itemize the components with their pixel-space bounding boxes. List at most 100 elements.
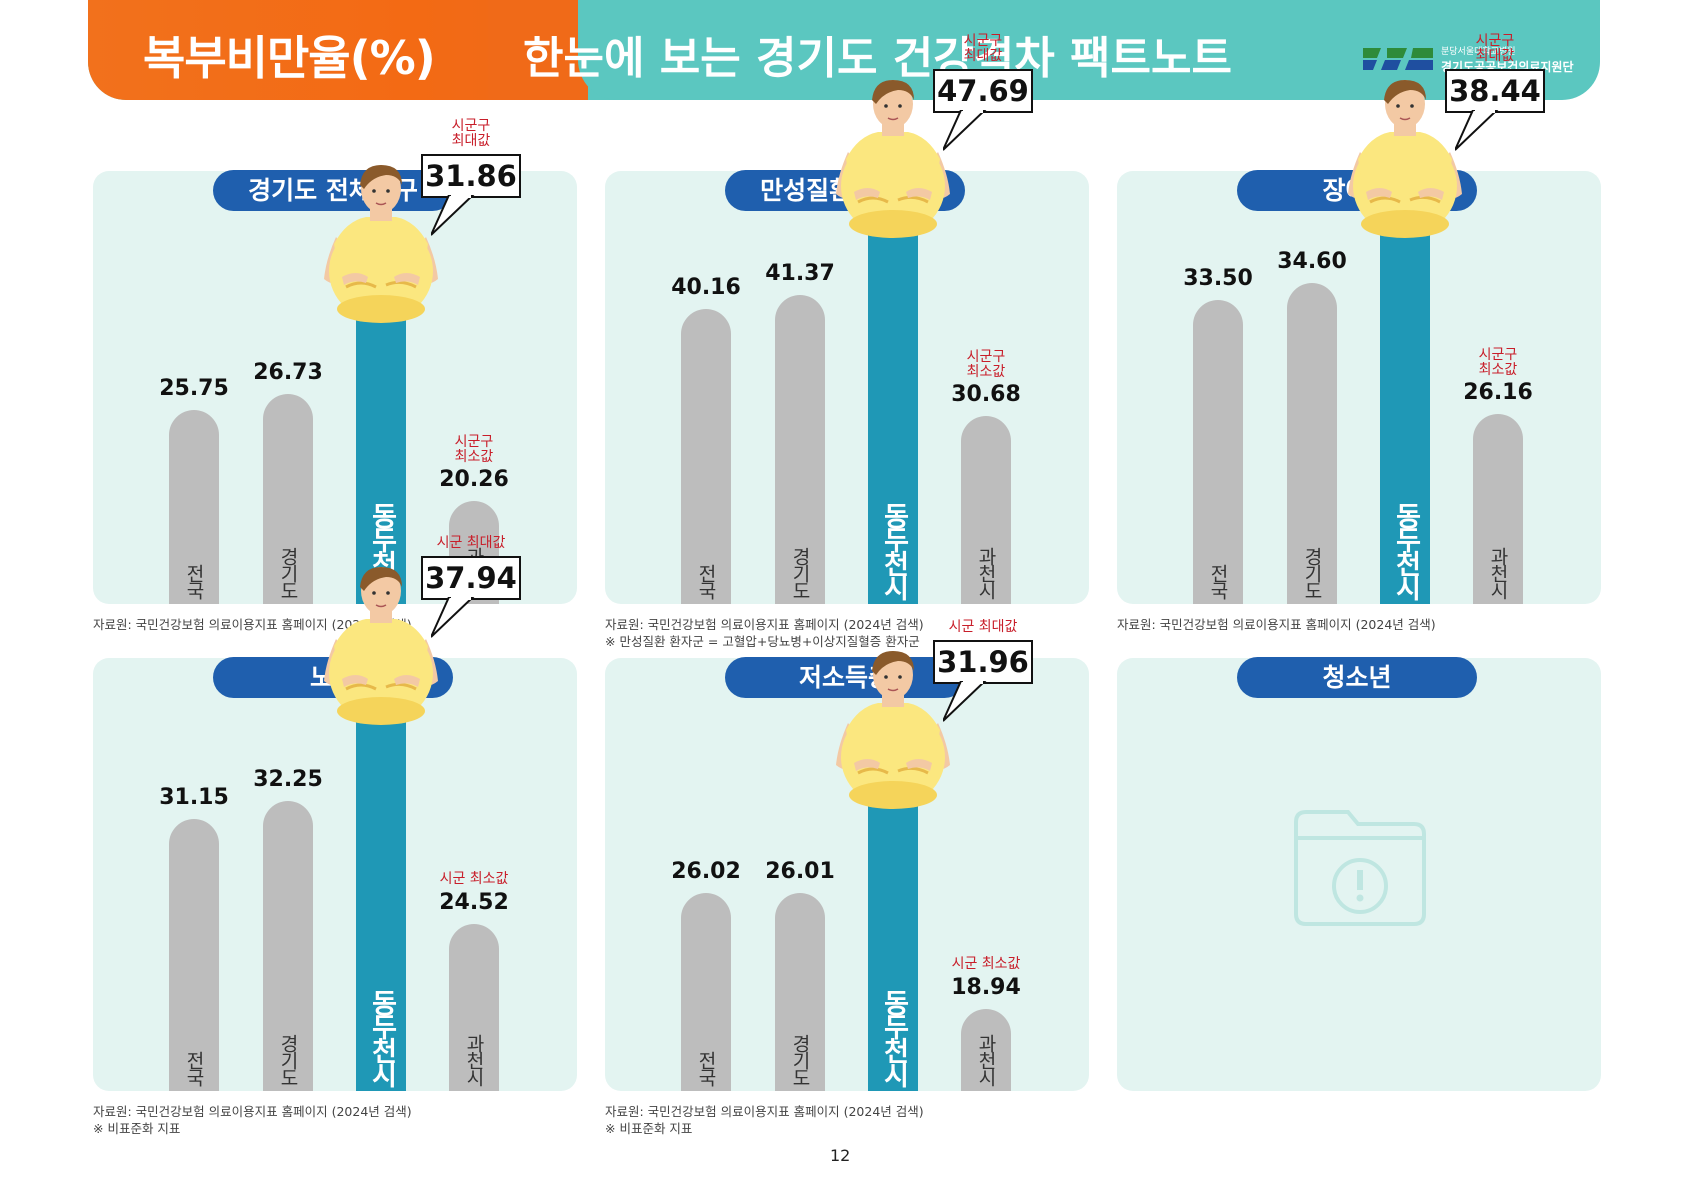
bar-category-label: 경기도	[277, 1034, 299, 1085]
max-label: 시군구 최대값	[451, 118, 491, 149]
source-note: ※ 비표준화 지표	[605, 1121, 693, 1136]
bar: 전국	[169, 410, 219, 604]
page-header: 복부비만율(%) 한눈에 보는 경기도 건강격차 팩트노트 분당서울대학교병원 …	[88, 0, 1600, 100]
bar: 과천시	[961, 1009, 1011, 1091]
bar-category-label: 동두천시	[878, 502, 909, 598]
chart-panel: 청소년	[1117, 657, 1601, 1091]
bar-category-label: 과천시	[975, 1034, 997, 1085]
data-label: 32.25	[253, 767, 323, 792]
value-callout: 38.44	[1445, 69, 1557, 169]
max-label: 시군구 최대값	[963, 33, 1003, 64]
value-callout: 37.94	[421, 556, 533, 656]
max-label: 시군 최대값	[948, 619, 1018, 635]
bar-category-label: 경기도	[277, 547, 299, 598]
source-note: ※ 비표준화 지표	[93, 1121, 181, 1136]
bar: 과천시	[1473, 414, 1523, 604]
panel-title: 저소득층	[725, 657, 965, 698]
callout-pointer	[943, 681, 987, 722]
max-value: 31.86	[421, 154, 521, 198]
data-label: 25.75	[159, 376, 229, 401]
value-callout: 31.86	[421, 154, 533, 254]
data-label: 26.16	[1463, 380, 1533, 405]
figure-illustration	[306, 561, 456, 731]
bar: 경기도	[775, 295, 825, 604]
bar-category-label: 경기도	[789, 547, 811, 598]
bar: 경기도	[775, 893, 825, 1091]
bar: 전국	[681, 893, 731, 1091]
data-label: 20.26	[439, 467, 509, 492]
header-orange-tail	[488, 0, 588, 100]
bar-category-label: 전국	[695, 1051, 717, 1085]
section-title: 복부비만율(%)	[143, 31, 436, 85]
source-note: 자료원: 국민건강보험 의료이용지표 홈페이지 (2024년 검색)	[605, 1104, 924, 1119]
figure-illustration	[818, 645, 968, 815]
org-line-1: 분당서울대학교병원	[1441, 47, 1516, 57]
data-label: 34.60	[1277, 249, 1347, 274]
value-callout: 31.96	[933, 640, 1045, 740]
bar-category-label: 과천시	[1487, 547, 1509, 598]
bar-category-label: 과천시	[975, 547, 997, 598]
bar-category-label: 동두천시	[366, 989, 397, 1085]
bar-category-label: 경기도	[1301, 547, 1323, 598]
bar: 동두천시	[868, 224, 918, 604]
max-value: 37.94	[421, 556, 521, 600]
max-value: 38.44	[1445, 69, 1545, 113]
org-logo-icon	[1363, 48, 1433, 70]
min-label: 시군구 최소값	[1478, 347, 1518, 378]
max-value: 47.69	[933, 69, 1033, 113]
source-note: 자료원: 국민건강보험 의료이용지표 홈페이지 (2024년 검색)	[93, 617, 412, 632]
min-label: 시군구 최소값	[966, 349, 1006, 380]
page-number: 12	[830, 1146, 851, 1165]
bar: 동두천시	[1380, 224, 1430, 604]
bar: 전국	[681, 309, 731, 604]
min-label: 시군 최소값	[439, 871, 509, 887]
source-note: 자료원: 국민건강보험 의료이용지표 홈페이지 (2024년 검색)	[605, 617, 924, 632]
max-value: 31.96	[933, 640, 1033, 684]
data-label: 26.02	[671, 859, 741, 884]
max-label: 시군 최대값	[436, 535, 506, 551]
data-label: 18.94	[951, 975, 1021, 1000]
bar-category-label: 경기도	[789, 1034, 811, 1085]
source-note: 자료원: 국민건강보험 의료이용지표 홈페이지 (2024년 검색)	[1117, 617, 1436, 632]
data-label: 40.16	[671, 275, 741, 300]
figure-illustration	[1330, 74, 1480, 244]
min-label: 시군 최소값	[951, 956, 1021, 972]
source-note: ※ 만성질환 환자군 = 고혈압+당뇨병+이상지질혈증 환자군	[605, 634, 920, 649]
folder-alert-icon	[1294, 810, 1426, 926]
panel-title: 청소년	[1237, 657, 1477, 698]
callout-pointer	[431, 195, 475, 236]
data-label: 26.73	[253, 360, 323, 385]
bar: 경기도	[263, 801, 313, 1091]
bar: 동두천시	[868, 795, 918, 1091]
bar: 동두천시	[356, 309, 406, 604]
figure-illustration	[818, 74, 968, 244]
data-label: 26.01	[765, 859, 835, 884]
bar-category-label: 전국	[183, 1051, 205, 1085]
bar-category-label: 과천시	[463, 1034, 485, 1085]
figure-illustration	[306, 159, 456, 329]
header-teal-cap	[578, 0, 658, 100]
bar-category-label: 동두천시	[878, 989, 909, 1085]
min-label: 시군구 최소값	[454, 434, 494, 465]
data-label: 33.50	[1183, 266, 1253, 291]
bar: 전국	[1193, 300, 1243, 604]
data-label: 24.52	[439, 890, 509, 915]
bar-category-label: 전국	[183, 564, 205, 598]
bar: 전국	[169, 819, 219, 1091]
callout-pointer	[431, 597, 475, 638]
value-callout: 47.69	[933, 69, 1045, 169]
bar: 과천시	[449, 924, 499, 1091]
source-note: 자료원: 국민건강보험 의료이용지표 홈페이지 (2024년 검색)	[93, 1104, 412, 1119]
bar-category-label: 동두천시	[1390, 502, 1421, 598]
data-label: 31.15	[159, 785, 229, 810]
bar-category-label: 전국	[695, 564, 717, 598]
bar: 과천시	[961, 416, 1011, 604]
bar-category-label: 전국	[1207, 564, 1229, 598]
main-title: 한눈에 보는 경기도 건강격차 팩트노트	[523, 33, 1232, 84]
bar: 동두천시	[356, 711, 406, 1091]
